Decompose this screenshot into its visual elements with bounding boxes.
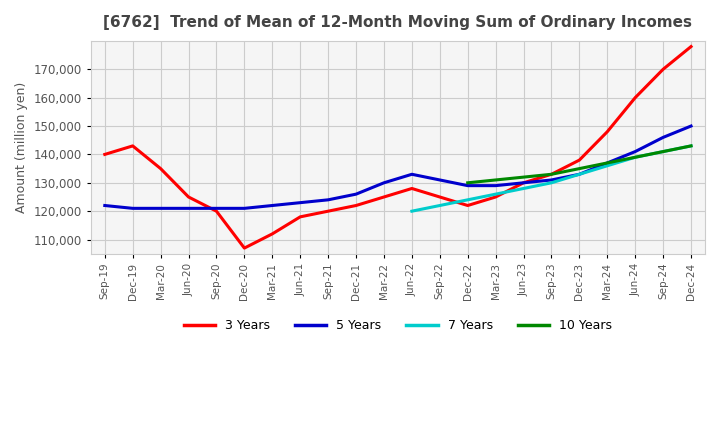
Legend: 3 Years, 5 Years, 7 Years, 10 Years: 3 Years, 5 Years, 7 Years, 10 Years xyxy=(179,314,617,337)
Title: [6762]  Trend of Mean of 12-Month Moving Sum of Ordinary Incomes: [6762] Trend of Mean of 12-Month Moving … xyxy=(104,15,693,30)
Y-axis label: Amount (million yen): Amount (million yen) xyxy=(15,82,28,213)
